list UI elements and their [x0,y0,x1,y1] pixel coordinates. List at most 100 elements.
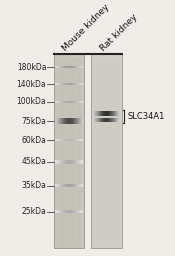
Bar [82,184,83,187]
Bar [116,111,117,116]
Bar [95,111,96,116]
Bar [93,118,94,122]
Bar [59,184,60,187]
Bar [62,118,63,124]
Bar [66,83,67,86]
Bar [73,118,74,124]
Bar [60,118,61,124]
Bar [79,83,80,86]
Bar [71,83,72,86]
Bar [58,139,59,142]
Bar [73,210,74,213]
Bar [60,184,61,187]
Bar [78,210,79,213]
Bar [57,118,58,124]
Bar [71,118,72,124]
Bar [112,118,113,122]
Bar [71,66,72,68]
Bar [61,160,62,164]
Bar [66,101,67,103]
Bar [67,184,68,187]
Bar [66,139,67,142]
Bar [73,139,74,142]
Bar [67,118,68,124]
Bar [59,118,60,124]
Bar [59,160,60,164]
Bar [58,66,59,68]
Bar [70,139,71,142]
Bar [55,66,56,68]
Bar [67,66,68,68]
Bar [115,111,116,116]
Bar [114,118,115,122]
Bar [61,184,62,187]
Bar [73,83,74,86]
Bar [71,101,72,103]
Bar [67,139,68,142]
Bar [61,210,62,213]
Bar [117,118,118,122]
Bar [58,210,59,213]
Bar [65,118,66,124]
Bar [58,101,59,103]
Bar [69,101,70,103]
Bar [56,184,57,187]
Bar [76,160,77,164]
Bar [65,139,66,142]
Text: Mouse kidney: Mouse kidney [61,3,112,53]
Bar [55,210,56,213]
Bar [57,184,58,187]
Bar [76,184,77,187]
Bar [62,139,63,142]
Bar [63,139,64,142]
Bar [107,111,108,116]
Bar [63,66,64,68]
Bar [75,66,76,68]
Bar [74,66,75,68]
Bar [74,210,75,213]
Bar [62,160,63,164]
Bar [56,118,57,124]
Bar [72,210,73,213]
Bar [114,111,115,116]
Bar [80,160,81,164]
Bar [116,118,117,122]
Bar [109,111,110,116]
Bar [68,83,69,86]
Bar [60,83,61,86]
Bar [105,111,106,116]
Bar [60,66,61,68]
Bar [64,139,65,142]
Bar [81,184,82,187]
Bar [111,111,112,116]
Bar [64,184,65,187]
Bar [77,184,78,187]
Bar [56,83,57,86]
Bar [68,160,69,164]
Bar [95,118,96,122]
Bar [108,111,109,116]
Bar [77,118,78,124]
Bar [82,139,83,142]
Bar [64,118,65,124]
Bar [70,160,71,164]
Bar [67,160,68,164]
Bar [64,101,65,103]
Bar [110,111,111,116]
Bar [96,111,97,116]
Bar [58,184,59,187]
Bar [67,101,68,103]
Bar [76,101,77,103]
Bar [70,184,71,187]
Bar [81,66,82,68]
Bar [56,101,57,103]
Bar [77,160,78,164]
Bar [119,118,120,122]
Bar [55,83,56,86]
Bar [63,83,64,86]
Bar [66,118,67,124]
Bar [77,139,78,142]
Bar [118,111,119,116]
Bar [54,54,84,248]
Bar [111,118,112,122]
